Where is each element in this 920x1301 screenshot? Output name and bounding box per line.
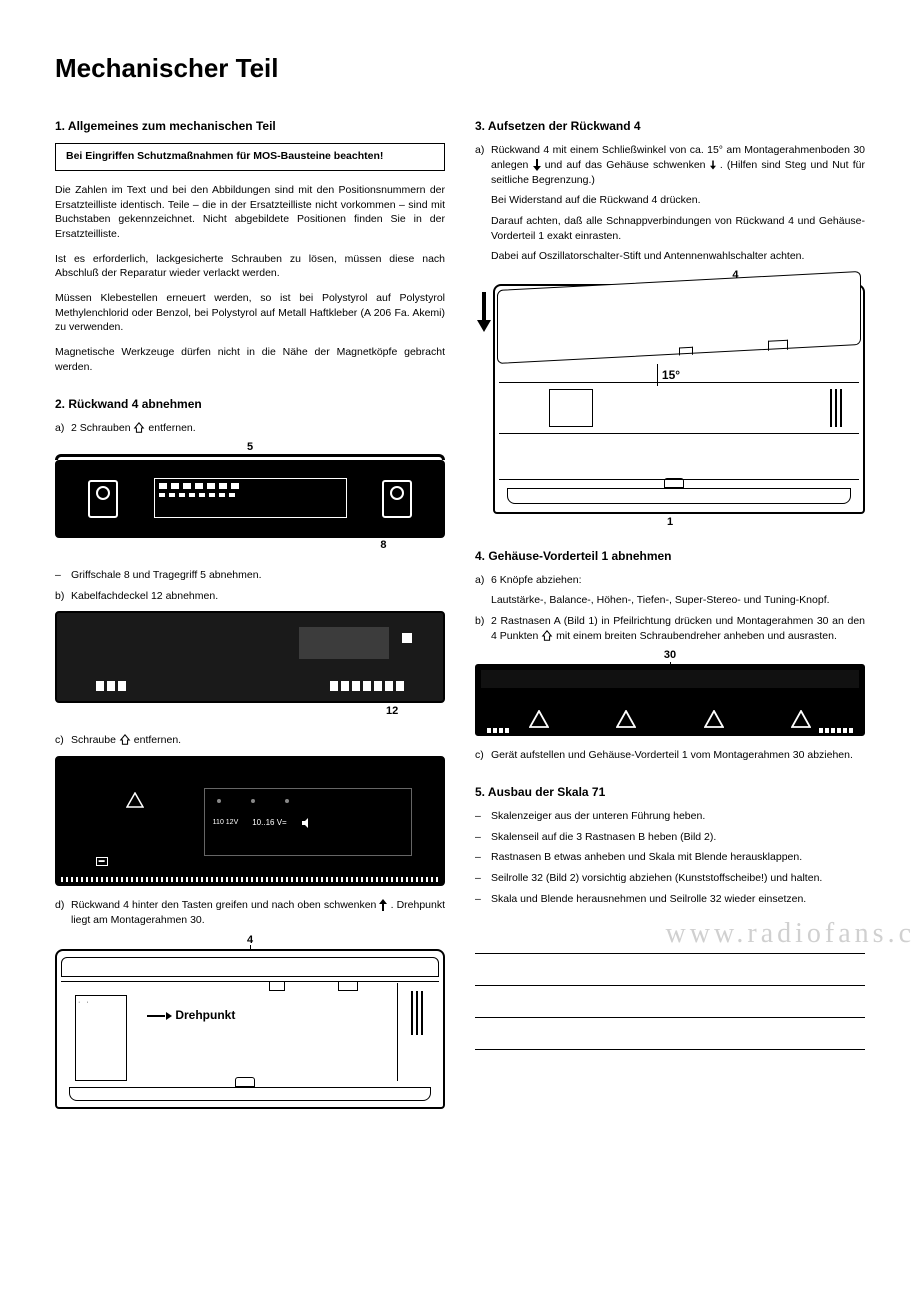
step-4a: a) 6 Knöpfe abziehen: <box>475 573 865 588</box>
fig4-drehpunkt-label: Drehpunkt <box>147 1007 235 1024</box>
section-1-p4: Magnetische Werkzeuge dürfen nicht in di… <box>55 345 445 374</box>
note-line <box>475 990 865 1018</box>
step-4b: b) 2 Rastnasen A (Bild 1) in Pfeilrichtu… <box>475 614 865 643</box>
triangle-marker-icon <box>616 710 636 728</box>
left-column: 1. Allgemeines zum mechanischen Teil Bei… <box>55 114 445 1121</box>
bullet-dash-icon: – <box>475 892 491 907</box>
fig3-voltage-label: 110 12V <box>213 819 239 826</box>
bullet-5-3: – Rastnasen B etwas anheben und Skala mi… <box>475 850 865 865</box>
bullet-5-2: – Skalenseil auf die 3 Rastnasen B heben… <box>475 830 865 845</box>
arrow-down-icon <box>477 292 491 332</box>
section-3-p2: Darauf achten, daß alle Schnappverbindun… <box>491 214 865 243</box>
bullet-5-2-text: Skalenseil auf die 3 Rastnasen B heben (… <box>491 830 865 845</box>
step-3a: a) Rückwand 4 mit einem Schließwinkel vo… <box>475 143 865 187</box>
step-2b-label: b) <box>55 589 71 604</box>
step-2d-text1: Rückwand 4 hinter den Tasten greifen und… <box>71 899 376 911</box>
step-2a-text: 2 Schrauben entfernen. <box>71 421 445 436</box>
bullet-grip-text: Griffschale 8 und Tragegriff 5 abnehmen. <box>71 568 445 583</box>
section-3-heading: 3. Aufsetzen der Rückwand 4 <box>475 118 865 135</box>
fig1-label-5: 5 <box>247 440 253 455</box>
figure-frame-top: 30 <box>475 652 865 736</box>
fig2-label-12: 12 <box>386 704 398 719</box>
step-2c-text2: entfernen. <box>134 734 181 746</box>
step-4a-label: a) <box>475 573 491 588</box>
step-2a: a) 2 Schrauben entfernen. <box>55 421 445 436</box>
triangle-marker-icon <box>704 710 724 728</box>
step-4c-text: Gerät aufstellen und Gehäuse-Vorderteil … <box>491 748 865 763</box>
step-2c: c) Schraube entfernen. <box>55 733 445 748</box>
triangle-marker-icon <box>126 792 144 808</box>
step-4c: c) Gerät aufstellen und Gehäuse-Vorderte… <box>475 748 865 763</box>
step-2a-label: a) <box>55 421 71 436</box>
step-2a-text2: entfernen. <box>148 422 195 434</box>
page-title: Mechanischer Teil <box>55 50 865 86</box>
step-2b: b) Kabelfachdeckel 12 abnehmen. <box>55 589 445 604</box>
two-column-layout: 1. Allgemeines zum mechanischen Teil Bei… <box>55 114 865 1121</box>
step-3a-text2: und auf das Gehäuse schwenken <box>545 159 706 171</box>
section-1-p2: Ist es erforderlich, lackgesicherte Schr… <box>55 252 445 281</box>
speaker-icon <box>301 818 313 828</box>
fig-s3-label-1: 1 <box>667 515 673 530</box>
bullet-5-4-text: Seilrolle 32 (Bild 2) vorsichtig abziehe… <box>491 871 865 886</box>
step-4a-text: 6 Knöpfe abziehen: <box>491 573 865 588</box>
screw-icon <box>541 630 553 642</box>
arrow-up-icon <box>379 899 387 911</box>
right-column: 3. Aufsetzen der Rückwand 4 a) Rückwand … <box>475 114 865 1121</box>
bullet-5-1-text: Skalenzeiger aus der unteren Führung heb… <box>491 809 865 824</box>
step-2d: d) Rückwand 4 hinter den Tasten greifen … <box>55 898 445 927</box>
bullet-dash-icon: – <box>475 830 491 845</box>
section-5-heading: 5. Ausbau der Skala 71 <box>475 784 865 801</box>
step-3a-text: Rückwand 4 mit einem Schließwinkel von c… <box>491 143 865 187</box>
step-4a-sub: Lautstärke-, Balance-, Höhen-, Tiefen-, … <box>491 593 865 608</box>
bullet-grip: – Griffschale 8 und Tragegriff 5 abnehme… <box>55 568 445 583</box>
triangle-marker-icon <box>791 710 811 728</box>
step-2a-text1: 2 Schrauben <box>71 422 131 434</box>
bullet-5-4: – Seilrolle 32 (Bild 2) vorsichtig abzie… <box>475 871 865 886</box>
bullet-dash-icon: – <box>475 850 491 865</box>
section-2-heading: 2. Rückwand 4 abnehmen <box>55 396 445 413</box>
bullet-5-5: – Skala und Blende herausnehmen und Seil… <box>475 892 865 907</box>
figure-bottom-panel: 110 12V 10..16 V= ▬ <box>55 756 445 886</box>
step-2c-label: c) <box>55 733 71 748</box>
figure-angle-side: 4 15° <box>475 272 865 514</box>
screw-icon <box>133 422 145 434</box>
step-4b-text: 2 Rastnasen A (Bild 1) in Pfeilrichtung … <box>491 614 865 643</box>
section-1-heading: 1. Allgemeines zum mechanischen Teil <box>55 118 445 135</box>
section-4-heading: 4. Gehäuse-Vorderteil 1 abnehmen <box>475 548 865 565</box>
step-4b-label: b) <box>475 614 491 643</box>
step-4b-text2: mit einem breiten Schraubendreher anhebe… <box>556 630 837 642</box>
figure-cable-compartment: 12 <box>55 611 445 703</box>
note-line <box>475 958 865 986</box>
section-3-p1: Bei Widerstand auf die Rückwand 4 drücke… <box>491 193 865 208</box>
step-2d-label: d) <box>55 898 71 927</box>
bullet-dash-icon: – <box>475 871 491 886</box>
arrow-down-icon <box>533 159 541 171</box>
step-2c-text: Schraube entfernen. <box>71 733 445 748</box>
figure-rear-handle: 5 <box>55 444 445 538</box>
note-line <box>475 926 865 954</box>
fig3-dc-label: 10..16 V= <box>252 817 286 828</box>
step-3a-label: a) <box>475 143 491 187</box>
bullet-5-1: – Skalenzeiger aus der unteren Führung h… <box>475 809 865 824</box>
bullet-dash-icon: – <box>55 568 71 583</box>
triangle-marker-icon <box>529 710 549 728</box>
figure-pivot-side: 4 ·· Drehpunkt <box>55 935 445 1109</box>
note-lines <box>475 926 865 1050</box>
note-line <box>475 1022 865 1050</box>
fig4-drehpunkt-text: Drehpunkt <box>175 1008 235 1022</box>
step-4c-label: c) <box>475 748 491 763</box>
section-3-p3: Dabei auf Oszillatorschalter-Stift und A… <box>491 249 865 264</box>
screw-icon <box>119 734 131 746</box>
bullet-5-5-text: Skala und Blende herausnehmen und Seilro… <box>491 892 865 907</box>
arrow-down-icon <box>710 160 716 170</box>
step-2c-text1: Schraube <box>71 734 116 746</box>
section-1-p1: Die Zahlen im Text und bei den Abbildung… <box>55 183 445 242</box>
fig1-label-8: 8 <box>380 538 386 553</box>
step-2d-text: Rückwand 4 hinter den Tasten greifen und… <box>71 898 445 927</box>
bullet-5-3-text: Rastnasen B etwas anheben und Skala mit … <box>491 850 865 865</box>
step-2b-text: Kabelfachdeckel 12 abnehmen. <box>71 589 445 604</box>
section-1-p3: Müssen Klebestellen erneuert werden, so … <box>55 291 445 335</box>
bullet-dash-icon: – <box>475 809 491 824</box>
warning-box: Bei Eingriffen Schutzmaßnahmen für MOS-B… <box>55 143 445 171</box>
